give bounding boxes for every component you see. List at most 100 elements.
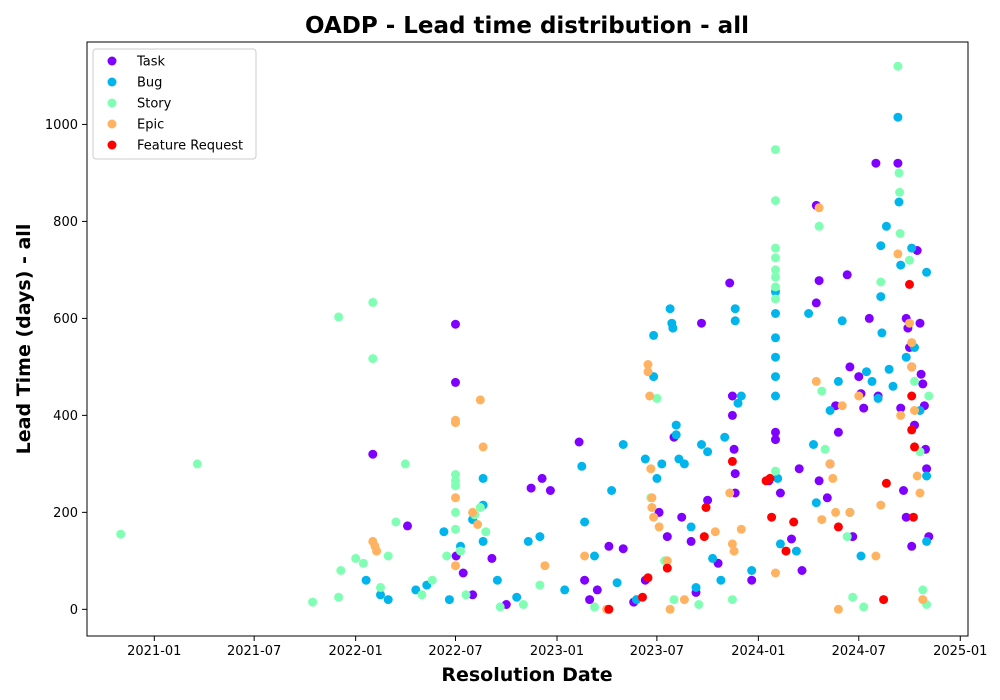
data-point	[585, 595, 595, 605]
data-point	[814, 476, 824, 486]
data-point	[383, 595, 393, 605]
data-point	[716, 575, 726, 585]
data-point	[535, 532, 545, 542]
data-point	[727, 410, 737, 420]
data-point	[427, 575, 437, 585]
data-point	[905, 318, 914, 328]
data-point	[649, 512, 659, 522]
data-point	[657, 459, 667, 469]
data-point	[895, 229, 905, 238]
data-point	[730, 469, 740, 479]
data-point	[873, 393, 883, 403]
data-point	[451, 470, 460, 479]
data-point	[518, 600, 528, 609]
data-point	[336, 566, 346, 575]
data-point	[877, 328, 887, 338]
data-point	[833, 427, 843, 437]
data-point	[495, 602, 505, 612]
data-point	[686, 536, 696, 546]
data-point	[368, 354, 378, 364]
data-point	[781, 546, 791, 556]
x-tick-label: 2022-01	[328, 644, 382, 659]
data-point	[837, 316, 847, 326]
data-point	[618, 440, 628, 449]
data-point	[907, 425, 917, 435]
x-tick-label: 2023-07	[630, 644, 684, 659]
data-point	[811, 376, 821, 386]
data-point	[842, 532, 852, 542]
data-point	[876, 241, 886, 251]
data-point	[771, 333, 780, 343]
data-point	[458, 568, 468, 578]
data-point	[725, 278, 735, 288]
x-tick-label: 2021-01	[127, 644, 181, 659]
data-point	[771, 466, 780, 476]
data-point	[896, 403, 906, 413]
data-point	[640, 454, 650, 464]
data-point	[607, 486, 617, 495]
data-point	[694, 600, 704, 609]
data-point	[771, 391, 780, 401]
y-axis-ticks: 0 200 400 600 800 1000	[45, 118, 87, 618]
legend-label: Epic	[137, 118, 164, 133]
data-point	[590, 602, 599, 612]
x-tick-label: 2021-07	[227, 644, 281, 659]
data-point	[907, 541, 917, 551]
x-tick-label: 2024-07	[832, 644, 886, 659]
data-point	[918, 585, 928, 595]
data-point	[747, 575, 757, 585]
series-task	[368, 158, 934, 609]
data-point	[590, 551, 599, 561]
data-point	[831, 507, 841, 517]
data-point	[876, 277, 886, 287]
data-point	[643, 367, 653, 377]
data-point	[334, 312, 344, 322]
x-tick-label: 2024-01	[731, 644, 785, 659]
data-point	[351, 553, 361, 563]
data-point	[896, 410, 906, 420]
data-point	[736, 524, 746, 534]
data-point	[545, 486, 555, 495]
data-point	[854, 391, 864, 401]
data-point	[876, 292, 886, 302]
data-point	[729, 444, 739, 454]
data-point	[451, 524, 460, 534]
data-point	[825, 406, 835, 415]
data-point	[358, 558, 368, 568]
data-point	[775, 488, 785, 498]
data-point	[915, 488, 925, 498]
data-point	[376, 583, 385, 592]
data-point	[376, 590, 385, 600]
data-point	[451, 493, 460, 503]
data-point	[492, 575, 502, 585]
data-point	[907, 362, 917, 372]
data-point	[703, 495, 713, 505]
data-point	[535, 580, 545, 590]
y-tick-label: 400	[53, 409, 78, 424]
x-axis-label: Resolution Date	[441, 664, 612, 686]
data-point	[451, 561, 460, 571]
data-point	[767, 512, 777, 522]
data-point	[451, 418, 460, 428]
plot-frame	[86, 41, 969, 637]
y-tick-label: 200	[53, 506, 78, 521]
data-point	[916, 369, 926, 379]
data-point	[478, 473, 488, 483]
data-point	[771, 145, 780, 155]
data-point	[765, 473, 775, 483]
data-point	[727, 391, 737, 401]
data-point	[665, 604, 675, 614]
data-point	[540, 561, 550, 571]
data-point	[910, 406, 919, 415]
data-point	[794, 464, 804, 474]
data-point	[662, 532, 672, 542]
data-point	[451, 377, 460, 387]
data-point	[580, 517, 590, 527]
data-point	[771, 243, 780, 253]
data-point	[848, 592, 858, 602]
legend-label: Story	[137, 97, 172, 112]
data-point	[523, 536, 533, 546]
data-point	[679, 595, 689, 605]
data-point	[643, 360, 653, 369]
